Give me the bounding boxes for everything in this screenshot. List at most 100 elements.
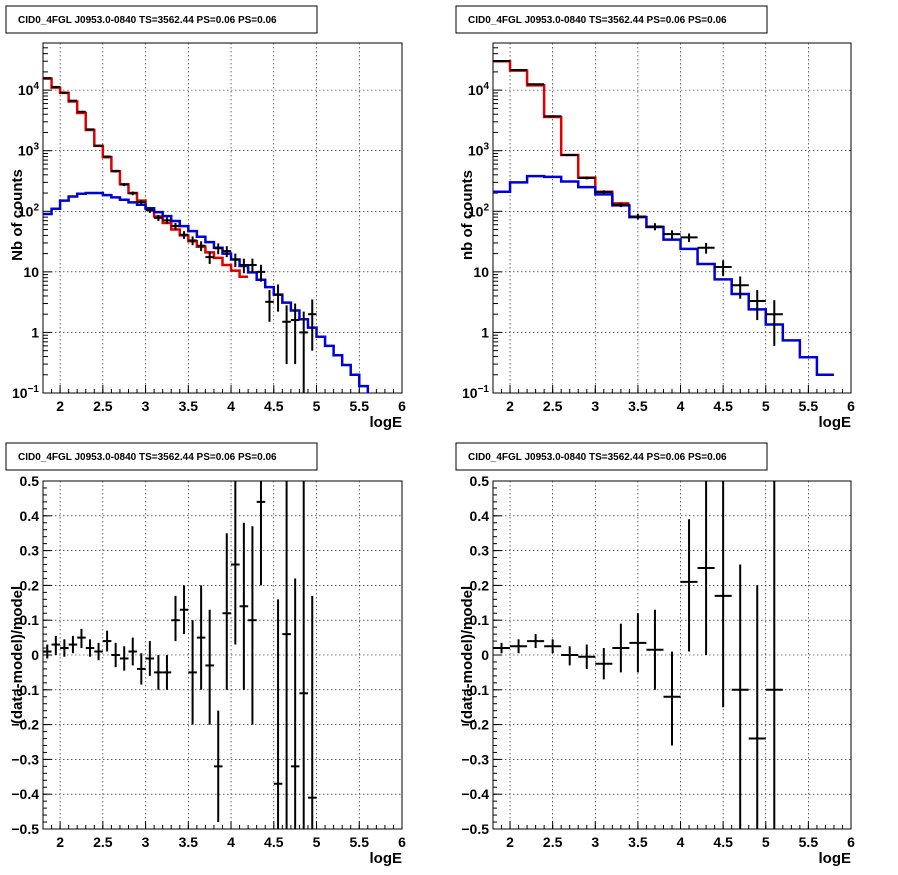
chart-title: CID0_4FGL J0953.0-0840 TS=3562.44 PS=0.0…: [468, 452, 727, 463]
data-point: [137, 199, 146, 205]
data-point: [51, 635, 61, 655]
data-point: [85, 128, 95, 131]
x-tick-label: 2: [56, 834, 64, 850]
x-tick-label: 3.5: [628, 398, 648, 414]
plot-frame: [42, 42, 403, 394]
data-point: [290, 578, 300, 829]
x-tick-label: 3.5: [628, 834, 648, 850]
data-point: [680, 233, 698, 243]
x-axis-title: logE: [819, 414, 852, 431]
x-tick-label: 6: [847, 398, 855, 414]
data-point: [646, 223, 664, 231]
data-point: [527, 634, 545, 649]
x-tick-label: 5: [762, 834, 770, 850]
y-tick-label: 0.5: [20, 473, 40, 489]
data-point: [663, 230, 681, 239]
x-tick-label: 3: [142, 834, 150, 850]
histogram-model_component: [493, 174, 834, 377]
y-tick-label: 0.2: [470, 577, 490, 593]
y-tick-label: −0.5: [11, 821, 39, 837]
data-point: [213, 243, 223, 255]
data-point: [731, 564, 749, 829]
y-tick-label: 0.5: [470, 473, 490, 489]
data-point: [111, 169, 120, 173]
y-tick-label: −0.1: [461, 682, 489, 698]
data-point: [299, 481, 308, 829]
x-tick-label: 5: [313, 834, 321, 850]
x-tick-label: 5: [313, 398, 321, 414]
data-point: [171, 223, 180, 230]
data-point: [595, 190, 613, 194]
y-tick-label: 10: [23, 264, 39, 280]
data-point: [51, 85, 61, 88]
data-point: [663, 651, 681, 746]
data-point: [128, 191, 138, 196]
y-axis-title: nb of counts: [459, 170, 476, 260]
data-point: [205, 251, 214, 264]
data-point: [137, 653, 146, 685]
data-point: [60, 639, 69, 657]
data-point: [85, 639, 95, 657]
data-point: [493, 59, 511, 62]
data-point: [162, 217, 172, 224]
y-tick-label: 0: [31, 647, 39, 663]
data-point: [111, 642, 120, 668]
x-tick-label: 5.5: [799, 398, 819, 414]
data-point: [102, 155, 112, 158]
data-point: [510, 639, 528, 654]
data-point: [256, 264, 266, 282]
data-point: [145, 207, 155, 213]
data-point: [629, 213, 647, 220]
data-point: [239, 522, 249, 690]
y-tick-label: −0.4: [11, 786, 39, 802]
y-tick-label: 103: [18, 142, 40, 159]
data-point: [561, 646, 579, 666]
data-point: [60, 91, 69, 94]
x-tick-label: 5.5: [350, 834, 370, 850]
data-point: [697, 481, 715, 655]
x-tick-label: 2: [56, 398, 64, 414]
data-point: [561, 153, 579, 156]
data-point: [43, 644, 52, 659]
data-point: [68, 635, 78, 654]
y-tick-label: −0.3: [11, 751, 39, 767]
histogram-model_component: [43, 191, 370, 393]
data-point: [77, 628, 86, 649]
data-point: [282, 481, 291, 829]
x-tick-label: 3.5: [179, 834, 199, 850]
x-axis-title: logE: [819, 850, 852, 867]
data-point: [697, 242, 715, 254]
x-tick-label: 5.5: [350, 398, 370, 414]
data-point: [231, 253, 240, 268]
y-tick-label: −0.2: [461, 717, 489, 733]
data-point: [154, 214, 163, 222]
chart-title-box: [5, 5, 318, 34]
data-point: [544, 639, 562, 654]
y-axis-title: (data-model)/model: [459, 586, 476, 724]
data-point: [612, 623, 630, 673]
y-tick-label: 102: [468, 202, 490, 219]
data-point: [714, 260, 732, 277]
y-tick-label: 104: [18, 81, 40, 98]
y-tick-label: 104: [468, 81, 490, 98]
data-point: [231, 481, 240, 645]
data-point: [205, 609, 214, 725]
x-tick-label: 2.5: [543, 834, 563, 850]
data-point: [510, 68, 528, 71]
plot-area: [43, 481, 317, 829]
chart-title: CID0_4FGL J0953.0-0840 TS=3562.44 PS=0.0…: [18, 15, 277, 26]
data-point: [731, 276, 749, 299]
data-point: [527, 83, 545, 86]
data-point: [145, 641, 155, 676]
data-point: [578, 176, 596, 180]
data-point: [765, 300, 783, 346]
y-tick-label: 102: [18, 202, 40, 219]
data-point: [196, 585, 206, 690]
y-tick-label: 0.4: [470, 508, 490, 524]
y-tick-label: −0.1: [11, 682, 39, 698]
data-point: [595, 648, 613, 680]
y-axis-title: (data-model)/model: [9, 586, 26, 724]
y-tick-label: 0.1: [470, 612, 490, 628]
data-point: [248, 526, 257, 725]
data-point: [213, 710, 223, 823]
